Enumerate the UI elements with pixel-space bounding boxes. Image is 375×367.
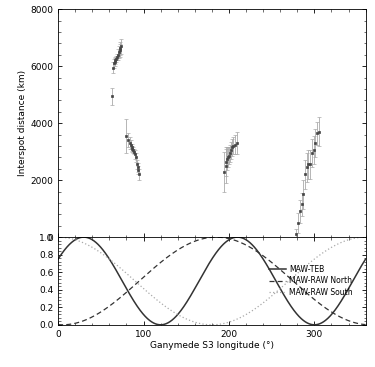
MAW-TEB: [206, 264, 210, 268]
MAW-TEB: [355, 271, 359, 276]
MAW-RAW North: [206, 236, 210, 240]
MAW-RAW South: [197, 321, 202, 326]
MAW-RAW South: [355, 236, 359, 240]
MAW-RAW South: [298, 268, 303, 273]
MAW-RAW North: [72, 321, 76, 326]
MAW-RAW South: [206, 323, 210, 327]
MAW-TEB: [197, 278, 202, 282]
X-axis label: Ganymede S3 longitude (°): Ganymede S3 longitude (°): [150, 341, 274, 350]
Line: MAW-RAW South: MAW-RAW South: [58, 237, 366, 325]
Line: MAW-TEB: MAW-TEB: [58, 237, 366, 325]
MAW-RAW North: [60, 323, 64, 327]
MAW-RAW South: [363, 235, 368, 239]
MAW-RAW South: [56, 235, 60, 239]
MAW-TEB: [355, 272, 359, 276]
Legend: MAW-TEB, MAW-RAW North, MAW-RAW South: MAW-TEB, MAW-RAW North, MAW-RAW South: [266, 262, 356, 300]
MAW-RAW North: [355, 321, 359, 326]
MAW-TEB: [298, 316, 303, 320]
MAW-TEB: [363, 257, 368, 261]
MAW-RAW North: [197, 237, 202, 242]
MAW-TEB: [312, 323, 316, 327]
MAW-RAW North: [214, 235, 218, 239]
MAW-RAW North: [363, 323, 368, 327]
MAW-TEB: [56, 257, 60, 261]
MAW-TEB: [235, 235, 240, 239]
MAW-TEB: [72, 239, 76, 243]
MAW-RAW South: [72, 237, 76, 241]
Y-axis label: Interspot distance (km): Interspot distance (km): [18, 70, 27, 176]
MAW-RAW South: [354, 236, 359, 240]
MAW-RAW North: [56, 323, 60, 327]
MAW-RAW North: [298, 286, 303, 290]
MAW-RAW South: [210, 323, 214, 327]
MAW-RAW North: [355, 321, 359, 326]
Line: MAW-RAW North: MAW-RAW North: [58, 237, 366, 325]
